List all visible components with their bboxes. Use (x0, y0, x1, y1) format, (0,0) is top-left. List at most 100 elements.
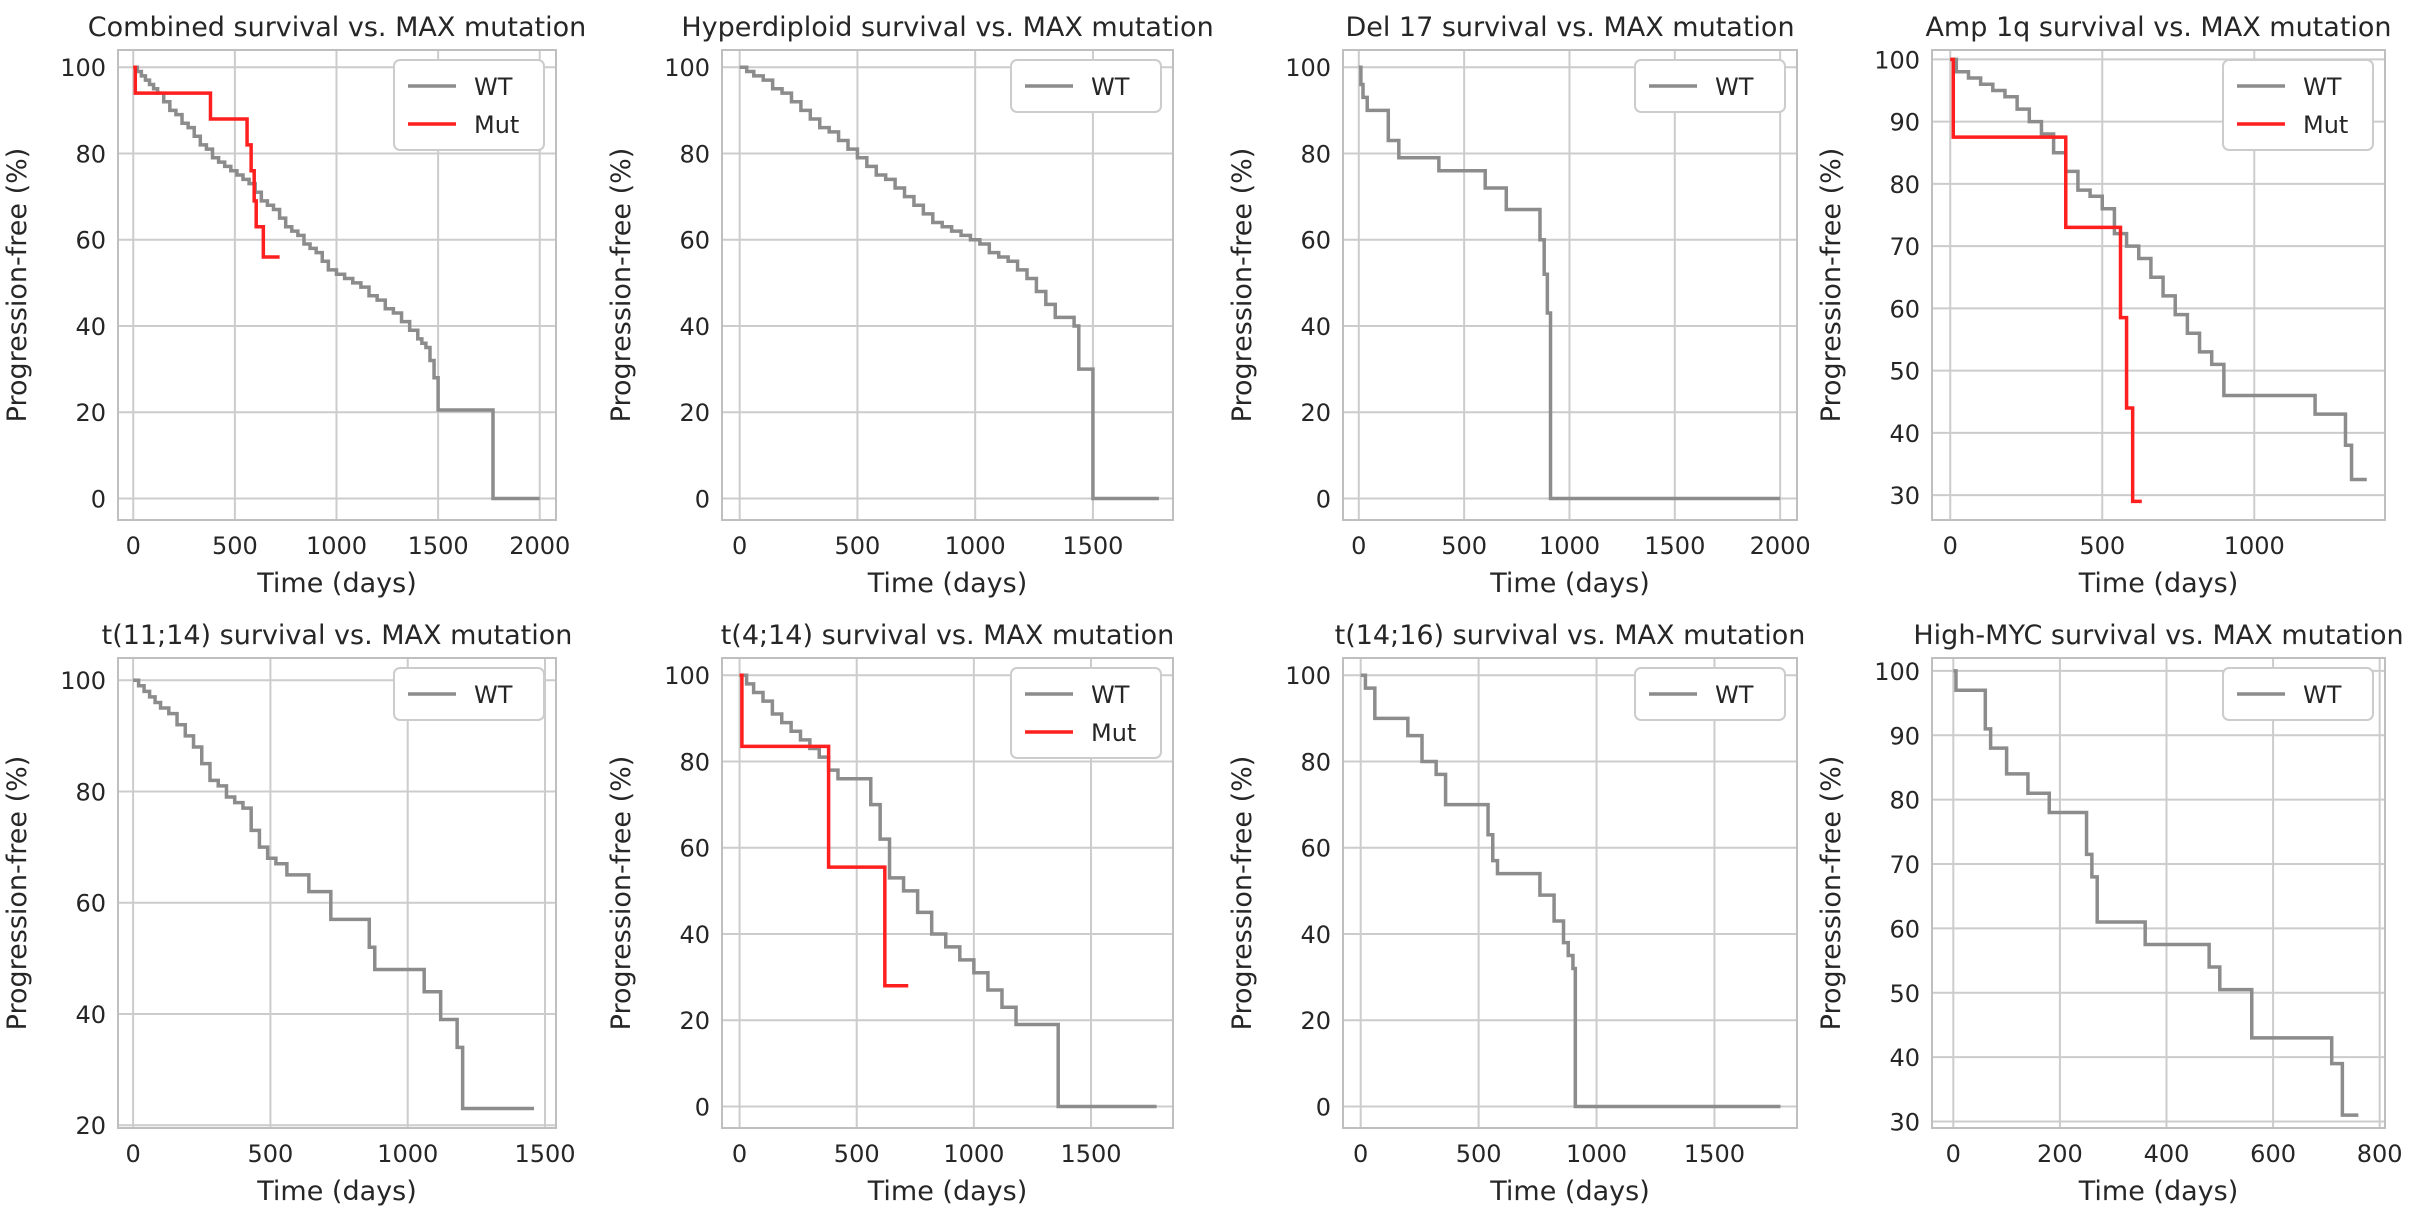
legend-label-mut: Mut (1091, 719, 1136, 747)
x-tick-label: 400 (2144, 1140, 2190, 1168)
y-tick-label: 40 (679, 313, 710, 341)
chart-panel-2: 0 500 1000 1500 0 20 40 60 80 100 Hyperdiploid sur… (606, 12, 1214, 599)
y-tick-label: 0 (1316, 1093, 1331, 1121)
y-axis-title: Progression-free (%) (1227, 148, 1258, 423)
legend-box (1634, 667, 1786, 721)
y-tick-label: 20 (1300, 399, 1331, 427)
axes-frame (721, 49, 1174, 521)
x-tick-label: 0 (732, 1140, 747, 1168)
x-tick-label: 2000 (1750, 532, 1811, 560)
legend: WT (2222, 667, 2374, 721)
series-line-mut (739, 673, 909, 988)
y-tick-label: 90 (1889, 722, 1920, 750)
y-tick-label: 40 (1300, 921, 1331, 949)
legend-label-wt: WT (1091, 681, 1130, 709)
chart-panel-3: 0 500 1000 1500 2000 0 20 40 60 80 100 Del 17 survi… (1227, 12, 1811, 599)
legend-box (2222, 59, 2374, 151)
axes-frame (721, 657, 1174, 1129)
y-tick-label: 0 (91, 485, 106, 513)
y-tick-label: 80 (75, 778, 106, 806)
series-line-wt (739, 673, 1157, 1109)
x-tick-label: 500 (1441, 532, 1487, 560)
x-tick-label: 0 (1353, 1140, 1368, 1168)
y-tick-label: 20 (679, 399, 710, 427)
axes-frame (1342, 657, 1798, 1129)
x-tick-label: 500 (212, 532, 258, 560)
x-axis-title: Time (days) (867, 568, 1027, 599)
chart-title: Combined survival vs. MAX mutation (88, 12, 586, 43)
x-tick-label: 1000 (1539, 532, 1600, 560)
x-tick-label: 1000 (1566, 1140, 1627, 1168)
y-tick-label: 0 (695, 485, 710, 513)
chart-title: t(14;16) survival vs. MAX mutation (1335, 620, 1806, 651)
y-tick-label: 60 (679, 227, 710, 255)
y-tick-label: 20 (679, 1007, 710, 1035)
y-axis-title: Progression-free (%) (2, 148, 33, 423)
axes-frame (1931, 657, 2386, 1129)
y-tick-label: 60 (1889, 915, 1920, 943)
chart-panel-5: 0 500 1000 1500 20 40 60 80 100 t(11;14) survival… (2, 620, 576, 1207)
legend-box (1010, 667, 1162, 759)
chart-title: t(4;14) survival vs. MAX mutation (721, 620, 1175, 651)
y-tick-label: 60 (75, 890, 106, 918)
x-tick-label: 1500 (514, 1140, 575, 1168)
y-tick-label: 80 (1300, 748, 1331, 776)
y-tick-label: 80 (75, 140, 106, 168)
x-axis-title: Time (days) (1489, 568, 1649, 599)
legend: WT (1010, 59, 1162, 113)
chart-title: Amp 1q survival vs. MAX mutation (1925, 12, 2391, 43)
legend: WT (1634, 667, 1786, 721)
y-tick-label: 40 (75, 1001, 106, 1029)
x-tick-label: 0 (125, 1140, 140, 1168)
y-axis-title: Progression-free (%) (1816, 756, 1847, 1031)
y-axis-title: Progression-free (%) (2, 756, 33, 1031)
x-tick-label: 1000 (306, 532, 367, 560)
x-tick-label: 0 (1943, 532, 1958, 560)
y-tick-label: 50 (1889, 358, 1920, 386)
legend: WT Mut (2222, 59, 2374, 151)
y-tick-label: 60 (75, 227, 106, 255)
y-axis-title: Progression-free (%) (606, 148, 637, 423)
y-tick-label: 80 (679, 140, 710, 168)
legend: WT (393, 667, 545, 721)
y-tick-label: 80 (1889, 171, 1920, 199)
y-tick-label: 70 (1889, 233, 1920, 261)
y-tick-label: 80 (679, 748, 710, 776)
y-tick-label: 40 (1889, 420, 1920, 448)
x-tick-label: 500 (2079, 532, 2125, 560)
legend-label-wt: WT (2303, 73, 2342, 101)
x-tick-label: 1000 (2224, 532, 2285, 560)
x-tick-label: 500 (834, 1140, 880, 1168)
x-tick-label: 1500 (1644, 532, 1705, 560)
y-tick-label: 40 (1889, 1044, 1920, 1072)
legend-box (1634, 59, 1786, 113)
chart-title: t(11;14) survival vs. MAX mutation (102, 620, 573, 651)
chart-title: High-MYC survival vs. MAX mutation (1913, 620, 2403, 651)
chart-panel-1: 0 500 1000 1500 2000 0 20 40 60 80 100 Combined sur… (2, 12, 586, 599)
x-tick-label: 0 (1946, 1140, 1961, 1168)
x-axis-title: Time (days) (256, 568, 416, 599)
y-tick-label: 20 (75, 1112, 106, 1140)
y-tick-label: 0 (1316, 485, 1331, 513)
legend: WT Mut (1010, 667, 1162, 759)
x-tick-label: 1500 (1684, 1140, 1745, 1168)
legend-label-wt: WT (474, 73, 513, 101)
chart-title: Del 17 survival vs. MAX mutation (1345, 12, 1794, 43)
y-tick-label: 80 (1889, 787, 1920, 815)
legend: WT (1634, 59, 1786, 113)
axes-frame (1342, 49, 1798, 521)
series-line-wt (1358, 65, 1781, 501)
x-tick-label: 500 (835, 532, 881, 560)
y-tick-label: 60 (1889, 295, 1920, 323)
legend-label-wt: WT (1715, 73, 1754, 101)
x-axis-title: Time (days) (1489, 1176, 1649, 1207)
x-tick-label: 600 (2250, 1140, 2296, 1168)
legend-label-mut: Mut (474, 111, 519, 139)
series-line-wt (1950, 57, 2367, 482)
y-tick-label: 100 (664, 662, 710, 690)
y-tick-label: 100 (664, 54, 710, 82)
y-tick-label: 50 (1889, 980, 1920, 1008)
